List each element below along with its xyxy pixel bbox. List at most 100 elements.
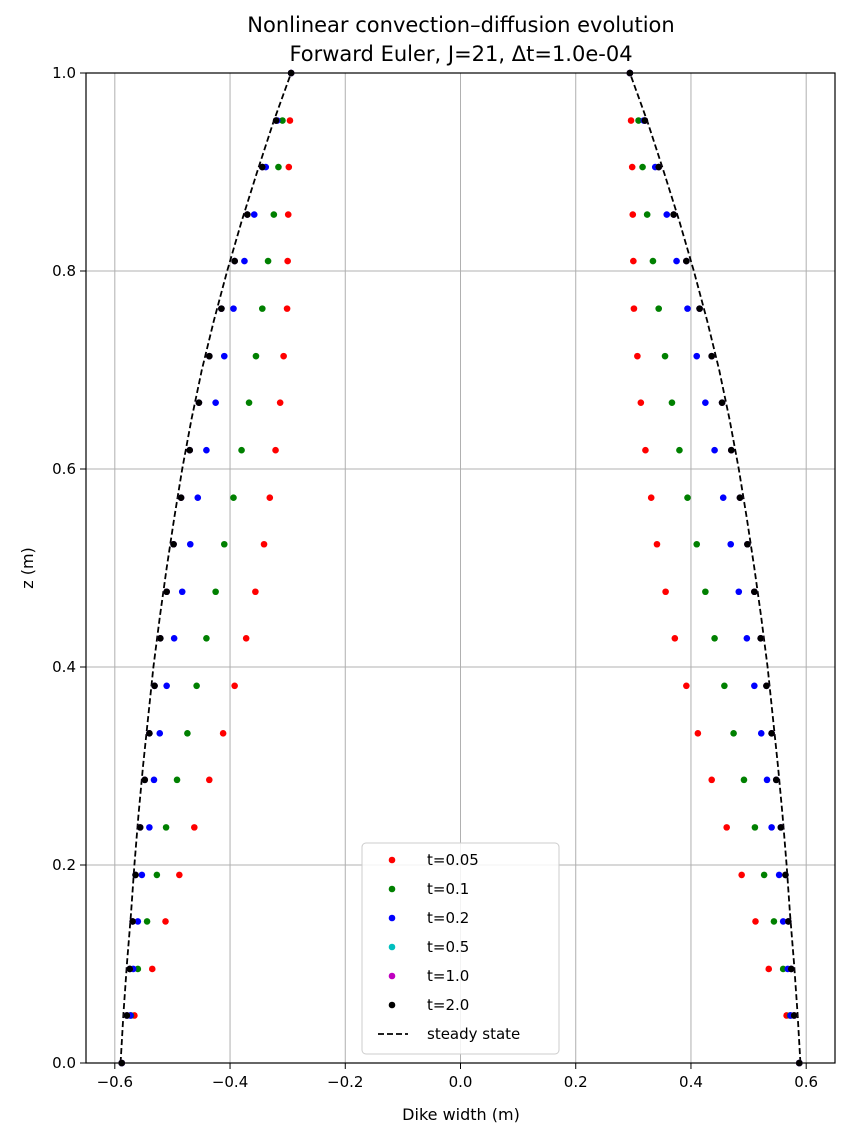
data-point xyxy=(126,965,134,973)
data-point xyxy=(683,682,690,690)
data-point xyxy=(286,117,294,124)
data-point xyxy=(146,824,153,831)
data-point xyxy=(186,446,194,454)
data-point xyxy=(275,163,282,171)
data-point xyxy=(670,211,677,218)
x-tick-label: 0.0 xyxy=(449,1073,473,1091)
data-point xyxy=(763,682,770,690)
data-point xyxy=(655,305,662,312)
data-point xyxy=(673,257,680,265)
data-point xyxy=(170,634,178,642)
data-point xyxy=(696,305,703,312)
data-point xyxy=(170,540,177,548)
x-tick-label: −0.2 xyxy=(327,1073,363,1091)
data-point xyxy=(702,399,709,406)
legend-marker xyxy=(388,972,396,980)
chart-title: Nonlinear convection–diffusion evolution xyxy=(247,13,674,37)
x-tick-label: 0.2 xyxy=(564,1073,588,1091)
data-point xyxy=(272,446,279,454)
data-point xyxy=(757,730,765,737)
data-points xyxy=(118,69,803,1067)
y-axis-label: z (m) xyxy=(18,547,37,589)
data-point xyxy=(259,305,266,312)
legend-frame xyxy=(361,842,560,1055)
data-point xyxy=(241,257,248,265)
data-point xyxy=(138,871,146,879)
data-point xyxy=(694,730,702,737)
legend-marker xyxy=(388,914,396,922)
data-point xyxy=(736,494,744,502)
data-point xyxy=(191,824,198,831)
data-point xyxy=(730,730,737,737)
data-point xyxy=(718,399,726,406)
data-point xyxy=(735,588,743,596)
y-tick-label: 0.2 xyxy=(52,856,76,874)
data-point xyxy=(244,211,251,218)
legend-label: t=0.1 xyxy=(427,880,469,898)
data-point xyxy=(770,918,778,925)
data-point xyxy=(637,399,645,406)
legend-marker xyxy=(388,943,396,951)
data-point xyxy=(162,918,169,925)
data-point xyxy=(230,305,237,312)
data-point xyxy=(205,776,213,784)
data-point xyxy=(150,776,158,784)
data-point xyxy=(772,776,780,784)
data-point xyxy=(630,305,638,312)
data-point xyxy=(708,776,716,784)
data-point xyxy=(212,399,219,406)
data-point xyxy=(634,352,641,360)
legend-label: t=0.2 xyxy=(427,909,469,927)
data-point xyxy=(266,494,274,502)
data-point xyxy=(653,540,661,548)
data-point xyxy=(280,352,287,360)
data-point xyxy=(212,588,219,596)
data-point xyxy=(260,540,268,548)
data-point xyxy=(790,1012,798,1019)
chart-subtitle: Forward Euler, J=21, Δt=1.0e-04 xyxy=(289,42,632,66)
data-point xyxy=(193,682,200,690)
data-point xyxy=(693,352,701,360)
data-point xyxy=(153,871,161,879)
data-point xyxy=(151,682,158,690)
data-point xyxy=(751,682,758,690)
data-point xyxy=(134,918,142,925)
legend-marker xyxy=(388,1001,396,1009)
data-point xyxy=(218,305,225,312)
data-point xyxy=(238,446,245,454)
data-point xyxy=(283,305,291,312)
data-point xyxy=(245,399,253,406)
data-point xyxy=(157,634,164,642)
data-point xyxy=(649,257,657,265)
data-point xyxy=(743,634,751,642)
data-point xyxy=(738,871,745,879)
legend-label: t=2.0 xyxy=(427,996,469,1014)
x-tick-label: −0.6 xyxy=(97,1073,133,1091)
data-point xyxy=(270,211,278,218)
data-point xyxy=(259,163,266,171)
data-point xyxy=(779,965,787,973)
data-point xyxy=(219,730,227,737)
data-point xyxy=(284,257,291,265)
data-point xyxy=(751,588,758,596)
data-point xyxy=(647,494,655,502)
data-point xyxy=(195,399,203,406)
data-point xyxy=(230,494,237,502)
legend-label: t=0.05 xyxy=(427,851,479,869)
y-tick-label: 1.0 xyxy=(52,64,76,82)
data-point xyxy=(744,540,751,548)
data-point xyxy=(708,352,716,360)
data-point xyxy=(231,682,238,690)
data-point xyxy=(146,730,153,737)
data-point xyxy=(220,352,228,360)
data-point xyxy=(727,446,735,454)
data-point xyxy=(763,776,771,784)
data-point xyxy=(186,540,194,548)
data-point xyxy=(719,494,727,502)
y-tick-label: 0.8 xyxy=(52,262,76,280)
data-point xyxy=(711,634,718,642)
data-point xyxy=(683,257,690,265)
data-point xyxy=(203,634,210,642)
data-point xyxy=(203,446,210,454)
